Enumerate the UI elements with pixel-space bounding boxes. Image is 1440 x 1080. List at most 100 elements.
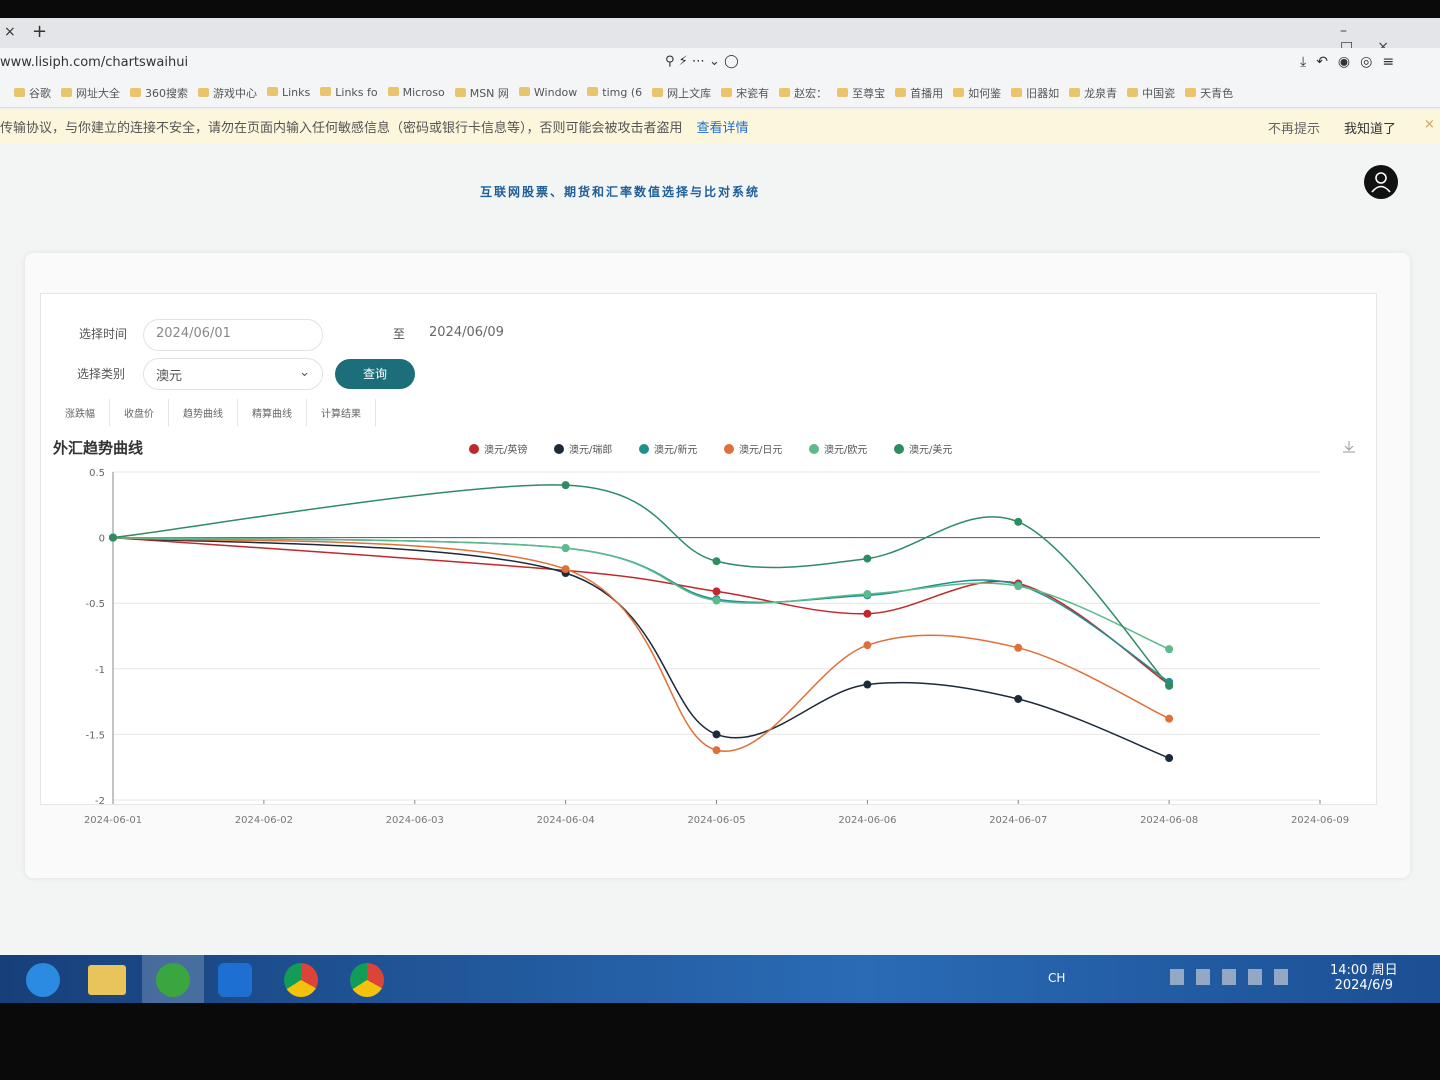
data-point[interactable] [1165, 681, 1174, 690]
x-tick-label: 2024-06-02 [235, 815, 293, 826]
time: 14:00 周日 [1330, 963, 1398, 978]
legend-label[interactable]: 澳元/日元 [739, 443, 782, 456]
series-line [112, 536, 1170, 759]
start-date[interactable]: 2024/06/01 [143, 319, 323, 351]
bookmark[interactable]: 网上文库 [652, 85, 711, 101]
bookmark[interactable]: Window [519, 86, 577, 99]
bookmark[interactable]: 至尊宝 [837, 85, 885, 101]
close-tab[interactable]: × [4, 24, 16, 40]
data-point[interactable] [109, 533, 117, 542]
bookmark[interactable]: 首播用 [895, 85, 943, 101]
data-point[interactable] [863, 641, 872, 650]
data-point[interactable] [561, 544, 570, 553]
category-label: 选择类别 [77, 367, 126, 381]
ie-icon[interactable] [26, 963, 60, 997]
bookmarks-bar: 谷歌 网址大全 360搜索 游戏中心 Links Links fo Microso MSN 网… [0, 78, 1440, 108]
data-point[interactable] [712, 587, 721, 596]
new-tab[interactable]: + [32, 21, 48, 42]
flash-icon[interactable] [218, 963, 252, 997]
data-point[interactable] [863, 609, 872, 618]
y-tick-label: -1 [95, 665, 105, 676]
bookmark[interactable]: 360搜索 [130, 85, 188, 101]
input-language[interactable]: CH [1048, 971, 1066, 985]
tab[interactable]: 趋势曲线 [169, 399, 238, 426]
chrome-icon[interactable] [350, 963, 384, 997]
bookmark[interactable]: 谷歌 [14, 85, 51, 101]
legend-label[interactable]: 澳元/新元 [654, 443, 697, 456]
end-date[interactable]: 2024/06/09 [417, 319, 597, 351]
data-point[interactable] [1014, 643, 1023, 652]
clock[interactable]: 14:00 周日 2024/6/9 [1330, 959, 1398, 993]
x-tick-label: 2024-06-03 [386, 815, 444, 826]
tab[interactable]: 涨跌幅 [51, 399, 110, 426]
data-point[interactable] [863, 680, 872, 689]
ok-button[interactable]: 我知道了 [1344, 122, 1397, 137]
legend-marker[interactable] [554, 444, 564, 454]
legend-label[interactable]: 澳元/美元 [909, 443, 952, 456]
bookmark[interactable]: Links [267, 86, 310, 99]
close-warning[interactable]: × [1424, 117, 1435, 132]
explorer-icon[interactable] [88, 965, 126, 995]
dismiss-button[interactable]: 不再提示 [1268, 122, 1321, 137]
data-point[interactable] [1165, 754, 1174, 763]
data-point[interactable] [1014, 582, 1023, 591]
legend-marker[interactable] [809, 444, 819, 454]
bookmark[interactable]: MSN 网 [455, 85, 509, 101]
bookmark[interactable]: 游戏中心 [198, 85, 257, 101]
active-app[interactable] [142, 955, 204, 1003]
bookmark[interactable]: 龙泉青 [1069, 85, 1117, 101]
data-point[interactable] [863, 590, 872, 599]
legend-label[interactable]: 澳元/英镑 [484, 443, 527, 456]
legend-marker[interactable] [639, 444, 649, 454]
data-point[interactable] [1014, 517, 1023, 526]
legend-marker[interactable] [894, 444, 904, 454]
bookmark[interactable]: 如何鉴 [953, 85, 1001, 101]
data-point[interactable] [712, 746, 721, 755]
chrome-icon[interactable] [284, 963, 318, 997]
bookmark[interactable]: 网址大全 [61, 85, 120, 101]
tab[interactable]: 精算曲线 [238, 399, 307, 426]
series-line [112, 536, 1170, 683]
data-point[interactable] [863, 554, 872, 563]
select-arrow: ⌄ [299, 365, 310, 380]
legend-label[interactable]: 澳元/瑞郎 [569, 443, 612, 456]
data-point[interactable] [561, 481, 570, 490]
bookmark[interactable]: 宋瓷有 [721, 85, 769, 101]
data-point[interactable] [1165, 645, 1174, 654]
bookmark[interactable]: 赵宏： [779, 85, 827, 101]
taskbar: CH 14:00 周日 2024/6/9 [0, 955, 1440, 1003]
legend-label[interactable]: 澳元/欧元 [824, 443, 867, 456]
y-tick-label: 0.5 [89, 468, 105, 479]
data-point[interactable] [1014, 694, 1023, 703]
tab-bar: × + –□× [0, 18, 1440, 55]
series-line [112, 536, 1170, 752]
data-point[interactable] [712, 730, 721, 739]
avatar-icon [1371, 172, 1391, 193]
tab[interactable]: 收盘价 [110, 399, 169, 426]
bookmark[interactable]: 中国瓷 [1127, 85, 1175, 101]
x-tick-label: 2024-06-06 [838, 815, 896, 826]
data-point[interactable] [712, 596, 721, 605]
data-point[interactable] [712, 557, 721, 566]
data-point[interactable] [1165, 714, 1174, 723]
data-point[interactable] [561, 565, 570, 574]
category-select[interactable]: 澳元 ⌄ [143, 358, 323, 390]
user-avatar[interactable] [1364, 165, 1398, 199]
query-button[interactable]: 查询 [335, 359, 415, 389]
legend-marker[interactable] [724, 444, 734, 454]
bookmark[interactable]: 旧器如 [1011, 85, 1059, 101]
tray-icons[interactable] [1170, 969, 1290, 985]
date: 2024/6/9 [1334, 978, 1393, 993]
tabs: 涨跌幅 收盘价 趋势曲线 精算曲线 计算结果 [51, 399, 376, 426]
url[interactable]: www.lisiph.com/chartswaihui [0, 55, 189, 70]
bookmark[interactable]: Microso [388, 86, 445, 99]
warning-link[interactable]: 查看详情 [696, 120, 749, 136]
bookmark[interactable]: timg (6 [587, 86, 642, 99]
x-tick-label: 2024-06-01 [84, 815, 142, 826]
tab[interactable]: 计算结果 [307, 399, 376, 426]
legend-marker[interactable] [469, 444, 479, 454]
download-icon[interactable] [1343, 441, 1355, 453]
bookmark[interactable]: Links fo [320, 86, 377, 99]
browser-tools[interactable]: ⤓↶◉◎≡ [1300, 54, 1405, 70]
bookmark[interactable]: 天青色 [1185, 85, 1233, 101]
